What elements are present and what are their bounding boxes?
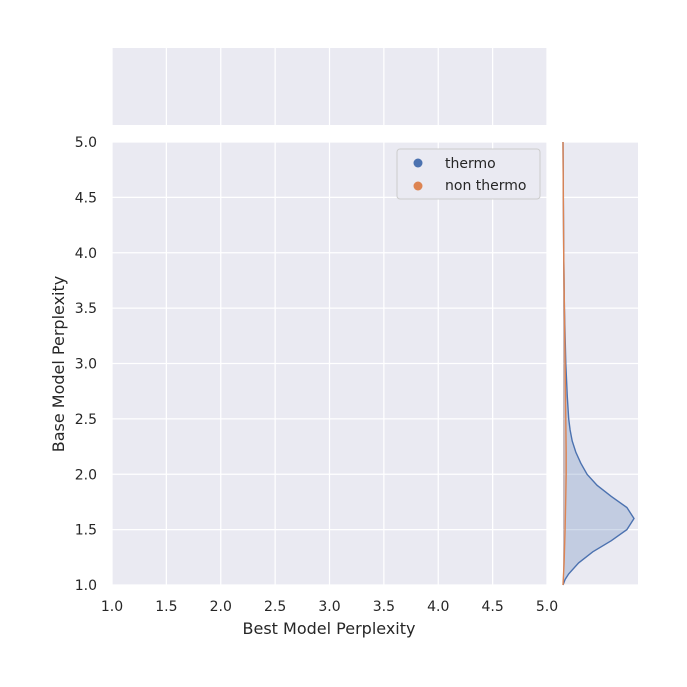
- y-tick-label: 2.5: [75, 412, 97, 428]
- legend-marker-non-thermo: [413, 181, 423, 191]
- y-tick-label: 5.0: [75, 135, 97, 151]
- y-tick-label: 4.5: [75, 190, 97, 206]
- right-marginal-grid: [563, 141, 638, 586]
- legend-marker-thermo: [413, 158, 423, 168]
- y-axis-label: Base Model Perplexity: [49, 276, 68, 453]
- legend-label-non-thermo: non thermo: [445, 178, 526, 194]
- density-thermo-fill: [563, 142, 634, 585]
- x-tick-label: 1.5: [155, 599, 177, 615]
- x-tick-label: 4.5: [481, 599, 503, 615]
- x-tick-label: 1.0: [101, 599, 123, 615]
- y-tick-label: 3.5: [75, 301, 97, 317]
- legend-box: [396, 148, 541, 200]
- y-tick-label: 1.0: [75, 578, 97, 594]
- main-grid: [111, 141, 548, 586]
- y-tick-label: 3.0: [75, 357, 97, 373]
- x-tick-label: 2.5: [264, 599, 286, 615]
- legend-label-thermo: thermo: [445, 156, 496, 172]
- x-tick-label: 3.0: [318, 599, 340, 615]
- y-tick-label: 4.0: [75, 246, 97, 262]
- density-thermo-line: [562, 141, 635, 586]
- right-marginal-density: [562, 141, 635, 586]
- density-non-thermo-line: [562, 141, 567, 586]
- x-tick-label: 5.0: [536, 599, 558, 615]
- x-tick-label: 4.0: [427, 599, 449, 615]
- y-tick-label: 2.0: [75, 467, 97, 483]
- y-tick-label: 1.5: [75, 523, 97, 539]
- x-tick-labels: 1.0 1.5 2.0 2.5 3.0 3.5 4.0 4.5 5.0: [101, 599, 558, 615]
- x-axis-label: Best Model Perplexity: [243, 619, 416, 638]
- x-tick-label: 2.0: [210, 599, 232, 615]
- y-tick-labels: 1.0 1.5 2.0 2.5 3.0 3.5 4.0 4.5 5.0: [75, 135, 97, 594]
- x-tick-label: 3.5: [373, 599, 395, 615]
- top-marginal-grid: [111, 48, 548, 125]
- legend: thermo non thermo: [396, 148, 541, 200]
